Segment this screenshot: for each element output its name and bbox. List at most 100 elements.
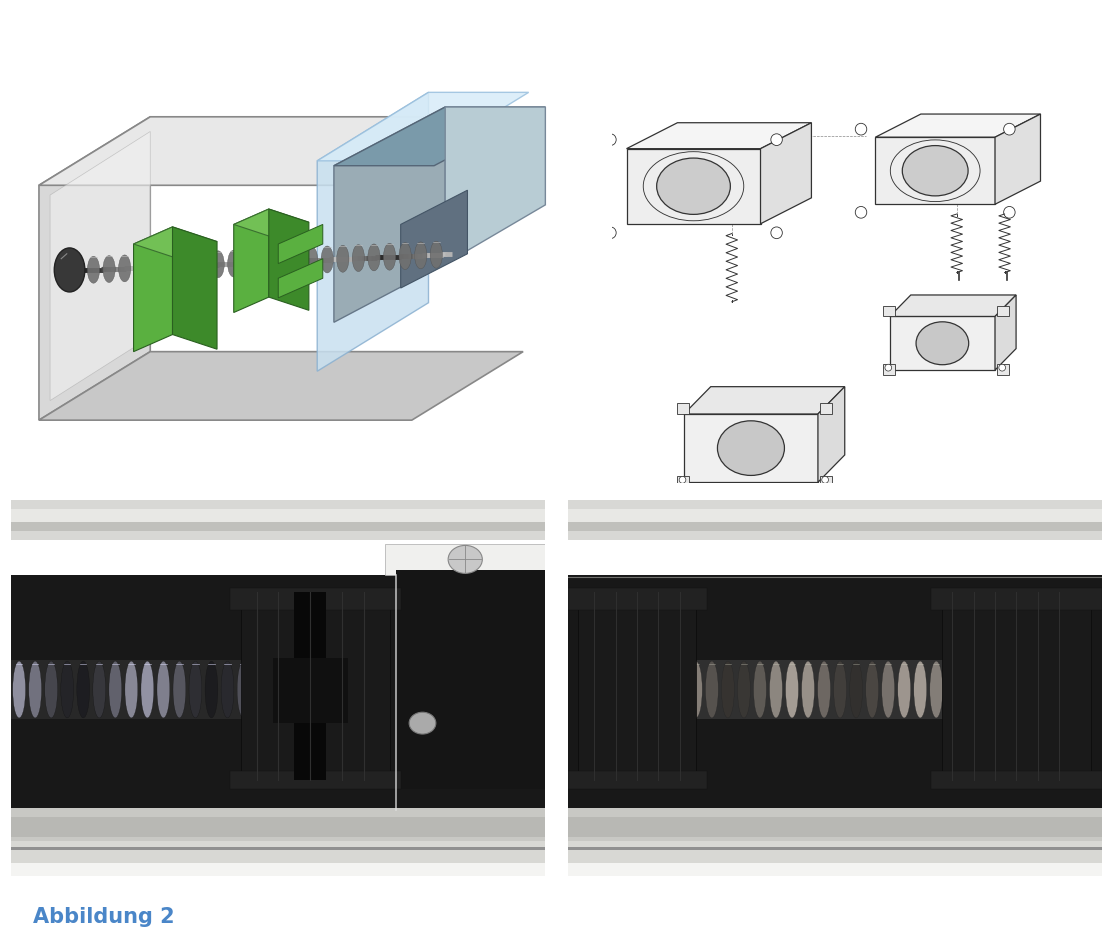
Polygon shape	[627, 149, 760, 223]
Ellipse shape	[721, 661, 735, 718]
Ellipse shape	[994, 661, 1007, 718]
Circle shape	[771, 134, 782, 146]
Circle shape	[679, 476, 686, 483]
Polygon shape	[995, 295, 1016, 370]
Circle shape	[998, 365, 1005, 371]
Ellipse shape	[259, 249, 272, 276]
Bar	[930, 588, 1102, 610]
Ellipse shape	[1074, 661, 1087, 718]
Polygon shape	[234, 209, 269, 313]
Circle shape	[410, 712, 436, 734]
Ellipse shape	[786, 661, 798, 718]
Bar	[568, 509, 1102, 523]
Bar	[930, 771, 1102, 789]
Ellipse shape	[353, 244, 365, 272]
Polygon shape	[334, 107, 445, 322]
Ellipse shape	[244, 249, 256, 277]
Bar	[820, 476, 833, 487]
Ellipse shape	[29, 661, 41, 718]
Bar	[568, 483, 1102, 548]
Ellipse shape	[657, 158, 730, 214]
Bar	[11, 660, 289, 719]
Polygon shape	[134, 227, 217, 259]
Polygon shape	[317, 93, 429, 371]
Ellipse shape	[689, 661, 702, 718]
Bar	[11, 483, 545, 548]
Ellipse shape	[706, 661, 718, 718]
Ellipse shape	[71, 257, 85, 284]
Bar	[568, 809, 1102, 841]
Polygon shape	[134, 227, 173, 351]
Bar	[568, 863, 1102, 876]
Bar	[883, 365, 895, 375]
Bar	[568, 771, 707, 789]
Circle shape	[821, 476, 828, 483]
Ellipse shape	[322, 246, 334, 273]
Bar	[568, 848, 1102, 849]
Polygon shape	[39, 116, 150, 420]
Ellipse shape	[754, 661, 767, 718]
Circle shape	[1004, 206, 1015, 218]
Ellipse shape	[384, 243, 396, 270]
Ellipse shape	[119, 255, 131, 282]
Polygon shape	[684, 414, 818, 482]
Bar	[240, 592, 391, 780]
Polygon shape	[684, 386, 845, 414]
Polygon shape	[876, 114, 1041, 137]
Ellipse shape	[61, 661, 73, 718]
Polygon shape	[889, 316, 995, 370]
Ellipse shape	[289, 247, 303, 275]
Ellipse shape	[849, 661, 863, 718]
Bar	[230, 771, 401, 789]
Bar	[11, 848, 545, 849]
Ellipse shape	[769, 661, 782, 718]
Bar	[997, 306, 1009, 316]
Ellipse shape	[275, 248, 287, 275]
Polygon shape	[627, 123, 811, 149]
Polygon shape	[278, 224, 323, 263]
Ellipse shape	[205, 661, 218, 718]
Bar	[273, 657, 347, 724]
Ellipse shape	[150, 254, 162, 280]
Bar	[568, 588, 707, 610]
Bar	[568, 516, 1102, 531]
Polygon shape	[234, 209, 309, 238]
Ellipse shape	[104, 256, 116, 282]
Ellipse shape	[400, 242, 412, 270]
Polygon shape	[334, 107, 545, 166]
Bar	[677, 403, 689, 414]
Circle shape	[885, 365, 892, 371]
Ellipse shape	[978, 661, 991, 718]
Bar	[385, 545, 545, 575]
Ellipse shape	[929, 661, 943, 718]
Ellipse shape	[1026, 661, 1038, 718]
Bar	[663, 660, 1091, 719]
Bar	[677, 476, 689, 487]
Circle shape	[604, 227, 617, 239]
Ellipse shape	[881, 661, 895, 718]
Bar	[11, 863, 545, 876]
Bar	[230, 588, 401, 610]
Ellipse shape	[431, 241, 443, 268]
Ellipse shape	[738, 661, 750, 718]
Ellipse shape	[12, 661, 26, 718]
Polygon shape	[401, 190, 467, 288]
Bar	[579, 592, 696, 780]
Circle shape	[1004, 123, 1015, 135]
Ellipse shape	[253, 661, 266, 718]
Ellipse shape	[157, 661, 170, 718]
Ellipse shape	[55, 248, 85, 292]
Ellipse shape	[1058, 661, 1071, 718]
Ellipse shape	[898, 661, 910, 718]
Polygon shape	[39, 116, 523, 186]
Polygon shape	[760, 123, 811, 223]
Ellipse shape	[135, 254, 147, 281]
Ellipse shape	[914, 661, 927, 718]
Polygon shape	[39, 351, 523, 420]
Bar	[997, 365, 1009, 375]
Ellipse shape	[221, 661, 234, 718]
Polygon shape	[818, 386, 845, 482]
Bar	[568, 575, 1102, 811]
Ellipse shape	[368, 244, 381, 271]
Ellipse shape	[141, 661, 154, 718]
